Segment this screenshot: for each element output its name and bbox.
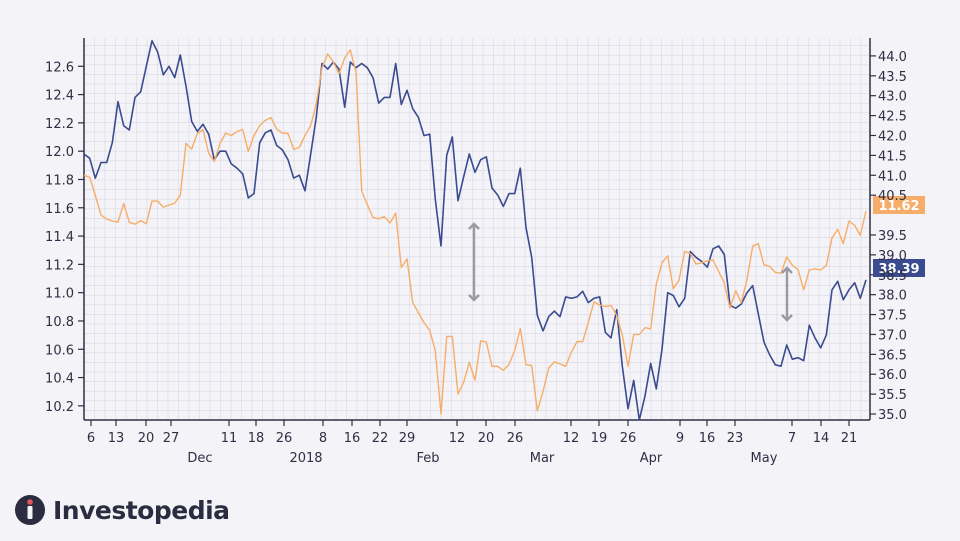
x-tick-label: 6 xyxy=(87,431,95,446)
y-right-tick-label: 35.0 xyxy=(878,408,907,423)
x-tick-label: 29 xyxy=(399,431,416,446)
y-right-tick-label: 37.0 xyxy=(878,328,907,343)
y-right-tick-label: 43.5 xyxy=(878,70,907,85)
investopedia-logo: Investopedia xyxy=(14,492,230,528)
y-right-tick-label: 38.5 xyxy=(878,269,907,284)
y-right-tick-label: 42.5 xyxy=(878,110,907,125)
x-month-label: May xyxy=(751,451,778,466)
y-left-tick-label: 12.2 xyxy=(45,117,74,132)
x-tick-label: 18 xyxy=(248,431,265,446)
gridlines xyxy=(83,38,870,421)
y-right-tick-label: 36.5 xyxy=(878,348,907,363)
x-tick-label: 20 xyxy=(478,431,495,446)
x-tick-label: 26 xyxy=(620,431,637,446)
x-tick-label: 9 xyxy=(676,431,684,446)
y-left-tick-label: 11.2 xyxy=(45,258,74,273)
y-left-tick-label: 11.6 xyxy=(45,202,74,217)
y-left-tick-label: 11.8 xyxy=(45,173,74,188)
x-month-label: Apr xyxy=(640,451,663,466)
y-right-tick-label: 42.0 xyxy=(878,129,907,144)
series-lines xyxy=(83,39,867,421)
x-tick-label: 13 xyxy=(108,431,125,446)
last-value-badge-blue: 38.39 xyxy=(873,259,925,277)
y-left-tick-label: 10.6 xyxy=(45,343,74,358)
x-tick-label: 14 xyxy=(813,431,830,446)
tick-labels: 10.2 10.4 10.6 10.8 11.0 11.2 11.4 11.6 11.8 12.0… xyxy=(45,50,907,466)
x-tick-label: 12 xyxy=(563,431,580,446)
y-left-tick-label: 10.2 xyxy=(45,400,74,415)
axes xyxy=(78,38,876,426)
y-right-tick-label: 39.5 xyxy=(878,229,907,244)
x-tick-label: 12 xyxy=(449,431,466,446)
x-month-label: 2018 xyxy=(289,451,322,466)
y-right-tick-label: 35.5 xyxy=(878,388,907,403)
x-tick-label: 23 xyxy=(727,431,744,446)
investopedia-logo-icon xyxy=(15,495,45,525)
y-right-tick-label: 41.5 xyxy=(878,149,907,164)
brand-name: Investopedia xyxy=(53,495,230,525)
x-tick-label: 21 xyxy=(841,431,858,446)
x-tick-label: 26 xyxy=(507,431,524,446)
x-tick-label: 19 xyxy=(591,431,608,446)
y-right-tick-label: 39.0 xyxy=(878,249,907,264)
x-tick-label: 11 xyxy=(221,431,238,446)
y-right-tick-label: 41.0 xyxy=(878,169,907,184)
x-tick-label: 16 xyxy=(699,431,716,446)
x-tick-label: 20 xyxy=(138,431,155,446)
series-line-orange xyxy=(83,49,867,415)
x-tick-label: 8 xyxy=(319,431,327,446)
value-badge-label: 38.39 xyxy=(878,262,919,277)
y-left-tick-label: 11.0 xyxy=(45,287,74,302)
value-badge-background xyxy=(873,259,925,277)
x-tick-label: 27 xyxy=(163,431,180,446)
x-tick-label: 26 xyxy=(276,431,293,446)
x-month-label: Feb xyxy=(416,451,439,466)
annotations: 11.62 38.39 xyxy=(468,196,925,322)
y-right-tick-label: 38.0 xyxy=(878,289,907,304)
value-badge-label: 11.62 xyxy=(878,199,919,214)
last-value-badge-orange: 11.62 xyxy=(873,196,925,214)
y-right-tick-label: 44.0 xyxy=(878,50,907,65)
x-tick-label: 7 xyxy=(788,431,796,446)
y-right-tick-label: 40.5 xyxy=(878,189,907,204)
y-right-tick-label: 43.0 xyxy=(878,90,907,105)
value-badge-background xyxy=(873,196,925,214)
x-tick-label: 22 xyxy=(372,431,389,446)
y-left-tick-label: 11.4 xyxy=(45,230,74,245)
y-left-tick-label: 10.4 xyxy=(45,372,74,387)
y-right-tick-label: 37.5 xyxy=(878,309,907,324)
y-right-tick-label: 36.0 xyxy=(878,368,907,383)
y-left-tick-label: 10.8 xyxy=(45,315,74,330)
x-month-label: Mar xyxy=(530,451,555,466)
y-left-tick-label: 12.0 xyxy=(45,145,74,160)
x-tick-label: 16 xyxy=(344,431,361,446)
y-left-tick-label: 12.4 xyxy=(45,89,74,104)
x-month-label: Dec xyxy=(187,451,212,466)
y-left-tick-label: 12.6 xyxy=(45,60,74,75)
